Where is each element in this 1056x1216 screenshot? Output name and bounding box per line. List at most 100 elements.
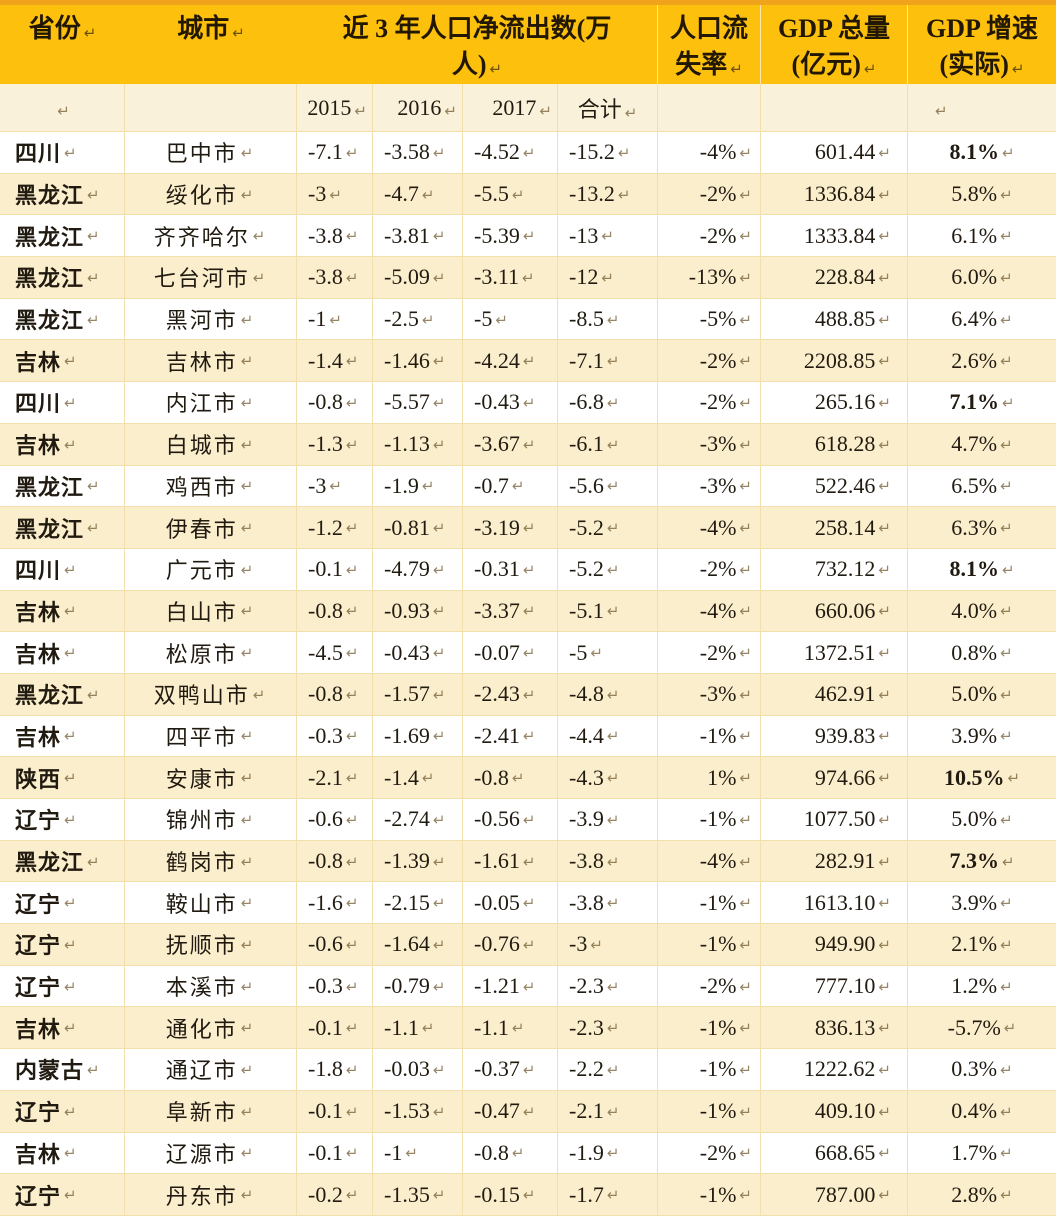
cell-outflow-2016: -1.1 — [373, 1007, 463, 1049]
table-row: 黑龙江 双鸭山市 -0.8 -1.57 -2.43 -4.8 -3% 462.9… — [0, 673, 1056, 716]
cell-outflow-total: -2.2 — [558, 1049, 658, 1090]
cell-gdp-growth: 7.3% — [908, 841, 1056, 882]
cell-outflow-2015: -1.2 — [297, 507, 373, 548]
cell-province: 吉林 — [0, 590, 125, 632]
cell-outflow-2016: -2.5 — [373, 298, 463, 340]
cell-province: 吉林 — [0, 340, 125, 382]
cell-outflow-2015: -0.8 — [297, 382, 373, 423]
cell-gdp-total: 601.44 — [761, 132, 908, 173]
cell-outflow-2016: -1.46 — [373, 340, 463, 382]
cell-outflow-2016: -1.39 — [373, 840, 463, 882]
cell-gdp-growth: 3.9% — [908, 882, 1056, 923]
cell-gdp-total: 522.46 — [761, 465, 908, 507]
cell-city: 鞍山市 — [125, 882, 297, 924]
cell-gdp-total: 1333.84 — [761, 215, 908, 257]
cell-province: 吉林 — [0, 715, 125, 757]
cell-gdp-total: 777.10 — [761, 965, 908, 1007]
cell-outflow-2017: -0.43 — [463, 382, 558, 423]
cell-gdp-growth: 8.1% — [908, 132, 1056, 173]
cell-gdp-growth: 6.3% — [908, 507, 1056, 548]
cell-gdp-total: 228.84 — [761, 257, 908, 298]
cell-city: 安康市 — [125, 757, 297, 798]
table-row: 辽宁 锦州市 -0.6 -2.74 -0.56 -3.9 -1% 1077.50… — [0, 799, 1056, 841]
cell-city: 巴中市 — [125, 132, 297, 173]
header-outflow-line2: 人) — [452, 47, 502, 83]
header-city: 城市 — [125, 5, 297, 84]
cell-outflow-2016: -1 — [373, 1132, 463, 1174]
cell-loss-rate: -1% — [658, 1049, 761, 1090]
cell-gdp-growth: 10.5% — [908, 757, 1056, 798]
cell-outflow-2015: -1.3 — [297, 423, 373, 465]
cell-loss-rate: -2% — [658, 548, 761, 590]
cell-outflow-2017: -0.07 — [463, 632, 558, 673]
cell-gdp-growth: 0.3% — [908, 1049, 1056, 1090]
header-outflow-line1: 近 3 年人口净流出数(万 — [342, 14, 612, 43]
cell-loss-rate: -1% — [658, 799, 761, 840]
cell-outflow-2016: -0.03 — [373, 1049, 463, 1090]
cell-outflow-2017: -0.05 — [463, 882, 558, 924]
table-row: 吉林 白山市 -0.8 -0.93 -3.37 -5.1 -4% 660.06 … — [0, 590, 1056, 633]
cell-city: 白山市 — [125, 590, 297, 632]
cell-outflow-2016: -1.4 — [373, 757, 463, 798]
cell-outflow-total: -7.1 — [558, 340, 658, 382]
cell-outflow-total: -12 — [558, 257, 658, 298]
cell-loss-rate: -2% — [658, 215, 761, 257]
subheader-loss-cell — [658, 84, 761, 131]
cell-outflow-2015: -3.8 — [297, 257, 373, 298]
cell-gdp-total: 668.65 — [761, 1132, 908, 1174]
cell-outflow-2017: -0.7 — [463, 465, 558, 507]
table-row: 吉林 四平市 -0.3 -1.69 -2.41 -4.4 -1% 939.83 … — [0, 715, 1056, 758]
cell-loss-rate: -2% — [658, 965, 761, 1007]
subheader-2016: 2016 — [373, 84, 463, 131]
cell-gdp-growth: 6.0% — [908, 257, 1056, 298]
cell-outflow-2015: -0.1 — [297, 1132, 373, 1174]
table-row: 黑龙江 黑河市 -1 -2.5 -5 -8.5 -5% 488.85 6.4% — [0, 298, 1056, 341]
cell-city: 双鸭山市 — [125, 673, 297, 715]
cell-outflow-2017: -3.11 — [463, 257, 558, 298]
cell-outflow-2016: -0.79 — [373, 965, 463, 1007]
cell-outflow-2015: -4.5 — [297, 632, 373, 673]
subheader-total: 合计 — [558, 84, 658, 131]
cell-outflow-2016: -0.81 — [373, 507, 463, 548]
cell-gdp-growth: 4.0% — [908, 591, 1056, 632]
cell-outflow-2015: -3.8 — [297, 215, 373, 257]
cell-outflow-total: -13 — [558, 215, 658, 257]
return-mark — [932, 95, 948, 121]
cell-gdp-total: 488.85 — [761, 298, 908, 340]
cell-gdp-total: 1077.50 — [761, 799, 908, 840]
cell-loss-rate: -13% — [658, 257, 761, 298]
table-row: 陕西 安康市 -2.1 -1.4 -0.8 -4.3 1% 974.66 10.… — [0, 757, 1056, 799]
cell-outflow-2015: -0.1 — [297, 548, 373, 590]
header-outflow-group: 近 3 年人口净流出数(万 人) — [297, 5, 658, 84]
table-row: 黑龙江 齐齐哈尔 -3.8 -3.81 -5.39 -13 -2% 1333.8… — [0, 215, 1056, 258]
cell-outflow-2017: -0.15 — [463, 1174, 558, 1215]
cell-gdp-growth: 8.1% — [908, 549, 1056, 590]
cell-outflow-2015: -0.1 — [297, 1090, 373, 1132]
header-gdp-total: GDP 总量 (亿元) — [761, 5, 908, 84]
header-gdp-line1: GDP 总量 — [778, 14, 890, 43]
cell-loss-rate: -2% — [658, 340, 761, 382]
cell-gdp-total: 265.16 — [761, 382, 908, 423]
cell-province: 吉林 — [0, 1132, 125, 1174]
cell-outflow-total: -1.9 — [558, 1132, 658, 1174]
cell-city: 四平市 — [125, 715, 297, 757]
cell-outflow-2015: -0.3 — [297, 965, 373, 1007]
cell-province: 辽宁 — [0, 1174, 125, 1215]
cell-gdp-total: 787.00 — [761, 1174, 908, 1215]
cell-outflow-2017: -0.76 — [463, 924, 558, 965]
cell-outflow-2017: -0.8 — [463, 1132, 558, 1174]
cell-city: 抚顺市 — [125, 924, 297, 965]
cell-gdp-total: 1222.62 — [761, 1049, 908, 1090]
cell-outflow-2015: -1.8 — [297, 1049, 373, 1090]
cell-gdp-total: 660.06 — [761, 590, 908, 632]
cell-province: 黑龙江 — [0, 215, 125, 257]
header-growth-line2: (实际) — [940, 47, 1025, 83]
table-header-row: 省份 城市 近 3 年人口净流出数(万 人) 人口流 失率 GDP 总量 (亿元… — [0, 0, 1056, 84]
cell-province: 陕西 — [0, 757, 125, 798]
cell-loss-rate: -2% — [658, 1132, 761, 1174]
table-row: 吉林 松原市 -4.5 -0.43 -0.07 -5 -2% 1372.51 0… — [0, 632, 1056, 674]
cell-loss-rate: -4% — [658, 507, 761, 548]
cell-outflow-total: -4.8 — [558, 673, 658, 715]
cell-outflow-2015: -7.1 — [297, 132, 373, 173]
